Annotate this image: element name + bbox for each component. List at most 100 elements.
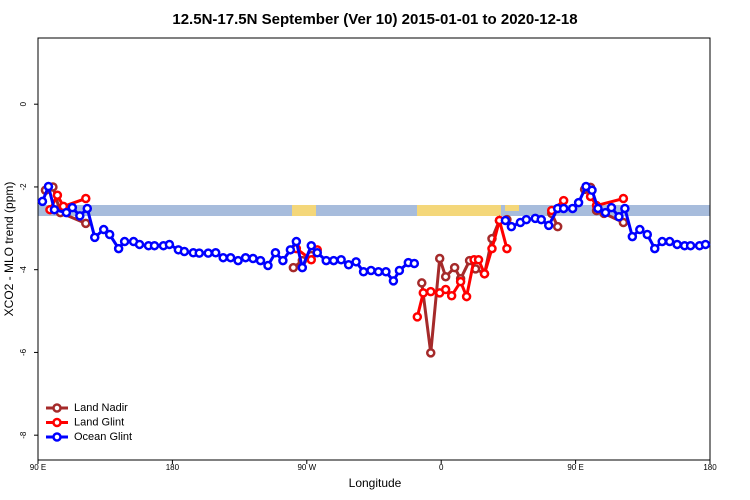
data-point bbox=[291, 236, 302, 247]
data-point bbox=[248, 253, 258, 264]
plot-frame bbox=[37, 37, 711, 461]
data-point bbox=[506, 221, 517, 232]
data-point bbox=[473, 255, 484, 265]
data-point bbox=[82, 203, 93, 214]
x-tick-label: 0 bbox=[439, 463, 444, 472]
data-point bbox=[685, 240, 696, 251]
data-point bbox=[642, 229, 653, 240]
data-point bbox=[149, 240, 160, 251]
data-point bbox=[81, 193, 91, 204]
data-point bbox=[394, 265, 405, 276]
data-point bbox=[67, 202, 78, 213]
data-point bbox=[81, 218, 91, 229]
land-band bbox=[417, 205, 501, 216]
y-tick-label: -8 bbox=[19, 431, 28, 439]
data-point bbox=[328, 255, 339, 266]
data-point bbox=[618, 217, 629, 228]
data-point bbox=[455, 276, 466, 287]
legend-label: Ocean Glint bbox=[74, 431, 132, 443]
data-point bbox=[618, 193, 629, 204]
legend-marker bbox=[52, 432, 62, 442]
ocean-band bbox=[38, 205, 710, 216]
data-point bbox=[164, 239, 175, 250]
legend-marker bbox=[52, 417, 62, 428]
data-point bbox=[409, 258, 420, 269]
data-point bbox=[179, 246, 190, 257]
data-point bbox=[37, 196, 48, 207]
data-point bbox=[358, 267, 369, 277]
data-point bbox=[263, 260, 273, 271]
data-point bbox=[134, 239, 145, 250]
data-point bbox=[218, 252, 228, 263]
data-point bbox=[500, 215, 511, 226]
data-point bbox=[98, 224, 109, 235]
data-point bbox=[373, 267, 384, 277]
x-tick-label: 180 bbox=[703, 463, 717, 472]
y-tick-label: 0 bbox=[19, 101, 28, 106]
data-point bbox=[425, 286, 436, 297]
x-tick-label: 90 W bbox=[297, 463, 316, 472]
data-point bbox=[418, 288, 429, 298]
data-point bbox=[593, 203, 603, 214]
data-point bbox=[521, 214, 532, 225]
data-point bbox=[104, 229, 115, 240]
data-point bbox=[446, 291, 457, 301]
data-point bbox=[233, 255, 243, 266]
legend-label: Land Nadir bbox=[74, 402, 128, 414]
data-point bbox=[552, 221, 563, 232]
data-point bbox=[573, 197, 584, 208]
data-point bbox=[351, 257, 361, 267]
data-point bbox=[52, 190, 63, 200]
data-point bbox=[664, 236, 675, 247]
data-point bbox=[203, 248, 213, 258]
x-tick-label: 90 E bbox=[30, 463, 46, 472]
surface-band bbox=[38, 205, 710, 216]
data-point bbox=[558, 195, 569, 206]
data-point bbox=[306, 240, 317, 251]
data-point bbox=[210, 247, 221, 258]
data-point bbox=[635, 224, 645, 235]
data-point bbox=[194, 248, 205, 258]
data-point bbox=[600, 207, 611, 218]
chart-title: 12.5N-17.5N September (Ver 10) 2015-01-0… bbox=[172, 11, 577, 28]
data-point bbox=[627, 231, 638, 242]
data-point bbox=[89, 232, 100, 243]
data-point bbox=[606, 202, 617, 213]
data-point bbox=[321, 255, 331, 266]
data-point bbox=[587, 185, 597, 196]
data-point bbox=[61, 207, 72, 218]
data-point bbox=[657, 236, 667, 247]
data-point bbox=[649, 243, 660, 254]
data-point bbox=[700, 239, 711, 250]
data-point bbox=[113, 243, 124, 254]
data-point bbox=[240, 252, 251, 263]
data-point bbox=[502, 243, 512, 254]
data-point bbox=[672, 239, 682, 250]
data-point bbox=[270, 247, 281, 258]
data-point bbox=[536, 214, 547, 225]
data-point bbox=[449, 262, 460, 273]
data-point bbox=[312, 247, 323, 258]
data-point bbox=[225, 252, 236, 263]
data-point bbox=[434, 253, 445, 264]
data-point bbox=[543, 220, 554, 231]
series-line bbox=[41, 181, 415, 284]
data-point bbox=[558, 203, 569, 214]
data-point bbox=[567, 203, 578, 214]
data-point bbox=[336, 255, 346, 265]
y-axis-label: XCO2 - MLO trend (ppm) bbox=[2, 182, 16, 317]
data-point bbox=[614, 211, 624, 222]
x-axis-label: Longitude bbox=[349, 476, 402, 490]
legend-label: Land Glint bbox=[74, 416, 124, 428]
data-point bbox=[75, 211, 85, 221]
data-point bbox=[119, 236, 130, 247]
data-point bbox=[288, 262, 299, 273]
data-point bbox=[49, 204, 60, 215]
data-point bbox=[255, 255, 266, 266]
data-point bbox=[297, 262, 308, 273]
data-point bbox=[366, 265, 376, 276]
y-tick-label: -6 bbox=[19, 348, 28, 356]
data-point bbox=[620, 203, 630, 214]
data-point bbox=[388, 276, 399, 286]
